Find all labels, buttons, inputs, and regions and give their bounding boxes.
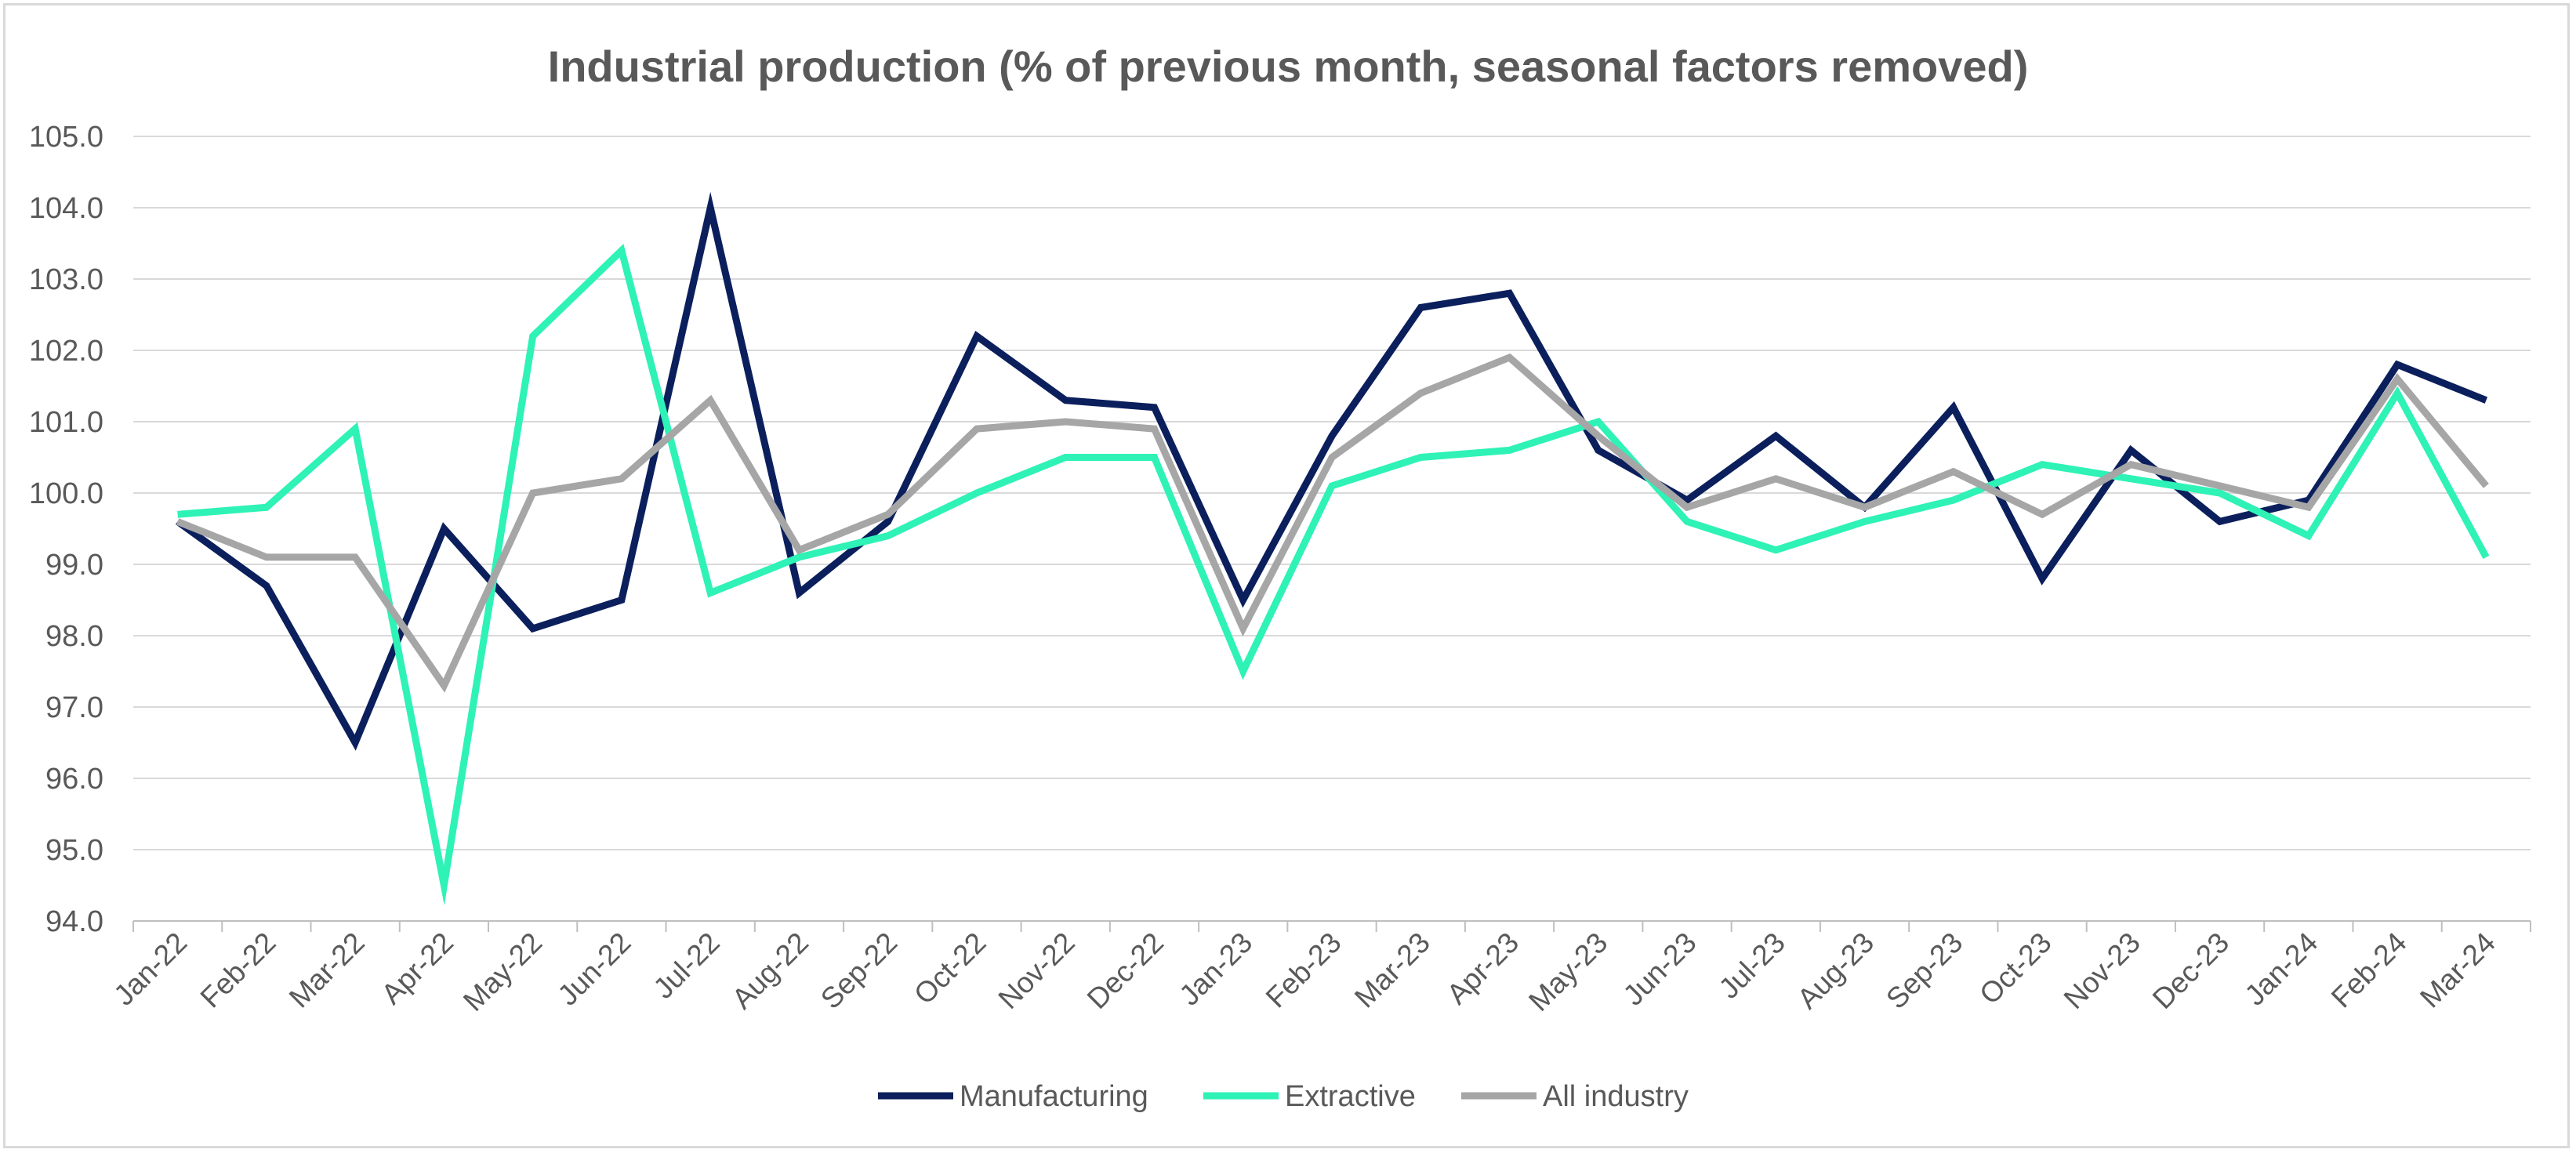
y-tick-label: 96.0 [45, 763, 103, 796]
x-tick-label: Mar-24 [2414, 926, 2502, 1014]
legend-label: Extractive [1285, 1080, 1416, 1113]
y-tick-label: 101.0 [29, 406, 103, 439]
y-tick-label: 102.0 [29, 335, 103, 368]
x-tick-label: Feb-22 [194, 926, 282, 1014]
series-all-industry [176, 353, 2489, 693]
x-tick-label: Feb-23 [1260, 926, 1348, 1014]
x-tick-label: May-22 [457, 926, 548, 1017]
legend-label: All industry [1543, 1080, 1689, 1113]
y-tick-label: 95.0 [45, 834, 103, 867]
legend-label: Manufacturing [960, 1080, 1148, 1113]
x-tick-label: Dec-23 [2146, 926, 2235, 1015]
y-tick-label: 98.0 [45, 620, 103, 653]
x-tick-label: Jul-23 [1713, 926, 1791, 1005]
x-tick-label: Jul-22 [648, 926, 726, 1005]
legend-item: Manufacturing [878, 1080, 1148, 1113]
series-extractive [177, 244, 2490, 906]
gridlines [133, 136, 2531, 922]
x-tick-label: Nov-22 [992, 926, 1081, 1015]
x-tick-label: May-23 [1522, 926, 1613, 1017]
y-tick-label: 100.0 [29, 477, 103, 510]
y-tick-label: 97.0 [45, 691, 103, 724]
x-tick-label: Aug-23 [1791, 926, 1880, 1015]
x-tick-label: Dec-22 [1081, 926, 1170, 1015]
x-tick-label: Aug-22 [726, 926, 815, 1015]
x-tick-label: Apr-22 [376, 926, 460, 1011]
legend-item: All industry [1461, 1080, 1689, 1113]
x-tick-label: Oct-22 [908, 926, 992, 1011]
x-tick-label: Oct-23 [1973, 926, 2058, 1011]
chart-title: Industrial production (% of previous mon… [548, 42, 2029, 91]
series-manufacturing [175, 191, 2488, 751]
series-line [177, 244, 2490, 906]
y-tick-label: 104.0 [29, 192, 103, 225]
y-tick-label: 94.0 [45, 905, 103, 938]
series-lines [175, 191, 2490, 906]
x-tick-label: Sep-23 [1880, 926, 1968, 1015]
x-tick-label: Jun-22 [552, 926, 637, 1012]
x-tick-label: Nov-23 [2058, 926, 2146, 1015]
y-tick-label: 103.0 [29, 263, 103, 296]
legend: Manufacturing Extractive All industry [878, 1080, 1689, 1113]
x-tick-label: Jan-22 [107, 926, 193, 1012]
x-tick-label: Feb-24 [2325, 926, 2413, 1014]
x-tick-label: Sep-22 [815, 926, 903, 1015]
x-tick-label: Jan-23 [1173, 926, 1258, 1012]
y-tick-label: 99.0 [45, 549, 103, 582]
series-line [175, 191, 2488, 751]
y-tick-label: 105.0 [29, 121, 103, 154]
x-tick-label: Mar-23 [1348, 926, 1436, 1014]
x-tick-label: Jun-23 [1617, 926, 1703, 1012]
x-tick-label: Mar-22 [283, 926, 371, 1014]
legend-item: Extractive [1203, 1080, 1416, 1113]
y-axis-ticks: 94.0 95.0 96.0 97.0 98.0 99.0 100.0 101.0 102.0 1… [29, 121, 103, 938]
x-tick-label: Apr-23 [1441, 926, 1526, 1011]
x-tick-label: Jan-24 [2239, 926, 2324, 1012]
